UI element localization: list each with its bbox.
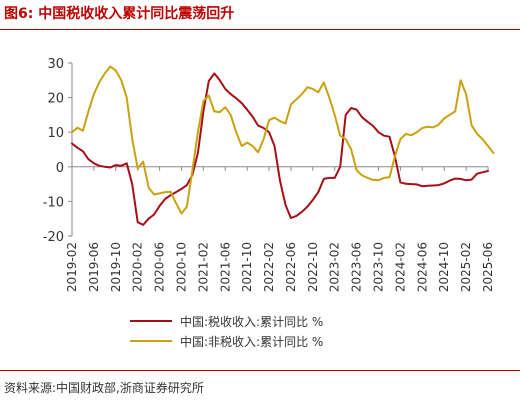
x-tick-label: 2023-06 bbox=[350, 242, 364, 292]
x-tick-label: 2019-06 bbox=[87, 242, 101, 292]
x-tick-label: 2024-06 bbox=[415, 242, 429, 292]
x-tick-label: 2023-02 bbox=[328, 242, 342, 292]
x-tick-label: 2025-02 bbox=[459, 242, 473, 292]
source-rule bbox=[0, 370, 520, 371]
x-tick-label: 2022-02 bbox=[262, 242, 276, 292]
legend-swatch-tax bbox=[130, 320, 172, 322]
x-tick-label: 2021-02 bbox=[196, 242, 210, 292]
x-tick-label: 2021-10 bbox=[240, 242, 254, 292]
y-tick-label: 30 bbox=[47, 57, 64, 72]
legend-swatch-nontax bbox=[130, 340, 172, 342]
tax-revenue-line bbox=[71, 72, 489, 226]
x-axis: 2019-02 2019-06 2019-10 2020-02 2020-06 2020-… bbox=[65, 166, 495, 292]
y-tick-label: 10 bbox=[47, 126, 64, 141]
x-tick-label: 2020-10 bbox=[174, 242, 188, 292]
y-axis: -20 -10 0 10 20 30 bbox=[43, 57, 73, 245]
x-tick-label: 2020-06 bbox=[153, 242, 167, 292]
chart-title: 图6: 中国税收收入累计同比震荡回升 bbox=[4, 6, 235, 22]
source-note: 资料来源:中国财政部,浙商证券研究所 bbox=[4, 381, 204, 395]
x-tick-label: 2020-02 bbox=[131, 242, 145, 292]
y-tick-label: 0 bbox=[56, 161, 64, 176]
x-tick-label: 2019-10 bbox=[109, 242, 123, 292]
x-tick-label: 2024-10 bbox=[437, 242, 451, 292]
x-tick-label: 2022-10 bbox=[306, 242, 320, 292]
nontax-revenue-line bbox=[71, 65, 495, 215]
series-layer bbox=[71, 65, 495, 226]
legend-item-nontax: 中国:非税收入:累计同比 % bbox=[130, 331, 323, 351]
y-tick-label: 20 bbox=[47, 92, 64, 107]
title-rule bbox=[0, 29, 520, 30]
x-tick-label: 2025-06 bbox=[481, 242, 495, 292]
x-tick-label: 2021-06 bbox=[218, 242, 232, 292]
x-tick-label: 2019-02 bbox=[65, 242, 79, 292]
legend-label-tax: 中国:税收收入:累计同比 % bbox=[180, 314, 324, 329]
legend: 中国:税收收入:累计同比 % 中国:非税收入:累计同比 % bbox=[130, 311, 323, 351]
y-tick-label: -20 bbox=[43, 230, 64, 245]
x-tick-label: 2023-10 bbox=[372, 242, 386, 292]
legend-item-tax: 中国:税收收入:累计同比 % bbox=[130, 311, 323, 331]
legend-label-nontax: 中国:非税收入:累计同比 % bbox=[180, 334, 324, 349]
x-tick-label: 2024-02 bbox=[393, 242, 407, 292]
x-tick-label: 2022-06 bbox=[284, 242, 298, 292]
y-tick-label: -10 bbox=[43, 195, 64, 210]
